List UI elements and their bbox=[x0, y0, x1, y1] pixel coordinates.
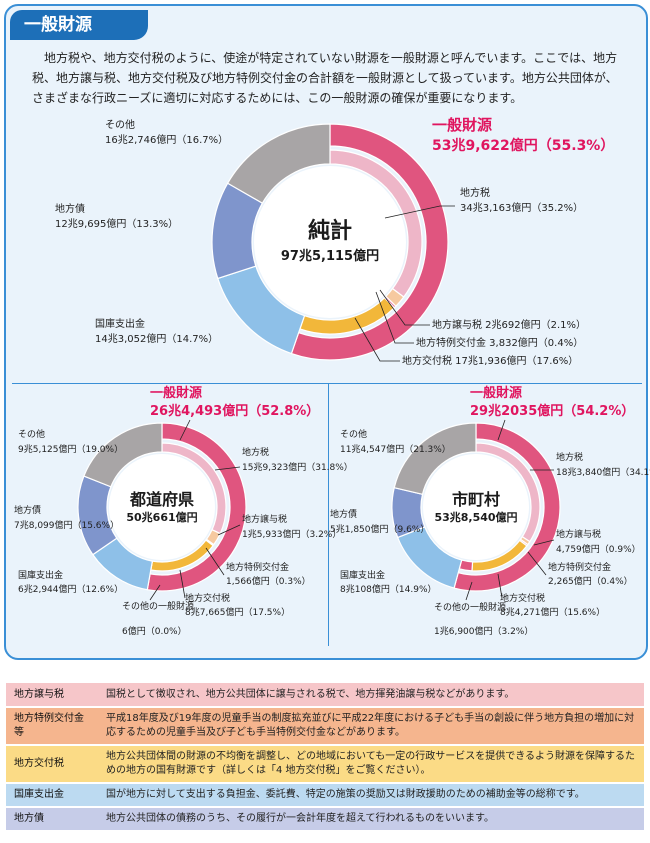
slice-value: 4,759億円（0.9%） bbox=[556, 543, 641, 555]
leader-line bbox=[214, 466, 241, 471]
definition-term: 地方債 bbox=[6, 807, 98, 832]
slice-label: その他 bbox=[18, 428, 45, 440]
slice-label: 地方債 bbox=[14, 504, 41, 516]
slice-label: 地方債 bbox=[55, 202, 85, 215]
definition-row: 地方特例交付金等 平成18年度及び19年度の児童手当の制度拡充並びに平成22年度に… bbox=[6, 707, 644, 746]
leader-line bbox=[149, 584, 161, 601]
slice-label: 国庫支出金 bbox=[340, 569, 385, 581]
leader-line bbox=[179, 569, 186, 599]
slice-label: 地方特例交付金 bbox=[548, 561, 611, 573]
leader-line bbox=[205, 547, 225, 576]
slice-value: 18兆3,840億円（34.1%） bbox=[556, 466, 650, 478]
slice-6 bbox=[226, 123, 331, 204]
definition-desc: 地方公共団体の債務のうち、その履行が一会計年度を超えて行われるものをいいます。 bbox=[98, 807, 644, 832]
slice-7 bbox=[393, 422, 477, 496]
definition-row: 地方譲与税 国税として徴収され、地方公共団体に譲与される税で、地方揮発油譲与税など… bbox=[6, 683, 644, 708]
slice-value: 16兆2,746億円（16.7%） bbox=[105, 133, 228, 146]
leader-line bbox=[527, 551, 547, 576]
leader-line bbox=[533, 539, 555, 546]
slice-label: その他 bbox=[340, 428, 367, 440]
donut-center bbox=[423, 454, 529, 560]
leader-line bbox=[497, 573, 503, 599]
slice-label: 地方譲与税 bbox=[556, 528, 601, 540]
definition-term: 地方譲与税 bbox=[6, 683, 98, 708]
definition-row: 地方交付税 地方公共団体間の財源の不均衡を調整し、どの地域においても一定の行政サー… bbox=[6, 745, 644, 784]
donut-center bbox=[254, 166, 406, 318]
intro-text: 地方税や、地方交付税のように、使途が特定されていない財源を一般財源と呼んでいます… bbox=[32, 51, 618, 105]
slice-label: 国庫支出金 bbox=[95, 317, 145, 330]
definition-term: 地方特例交付金等 bbox=[6, 707, 98, 746]
leader-line bbox=[179, 419, 191, 441]
slice-value: 11兆4,547億円（21.3%） bbox=[340, 443, 451, 455]
leader-line bbox=[384, 205, 455, 219]
slice-value: 2,265億円（0.4%） bbox=[548, 575, 633, 587]
center-label: 純計 bbox=[308, 218, 352, 244]
donut-center bbox=[109, 454, 215, 560]
slice-value: 5兆1,850億円（9.6%） bbox=[330, 523, 429, 535]
slice-label: 地方譲与税 bbox=[242, 513, 287, 525]
center-label: 市町村 bbox=[452, 490, 500, 509]
slice-value: 8兆108億円（14.9%） bbox=[340, 583, 437, 595]
slice-label: その他の一般財源 bbox=[434, 601, 506, 613]
general-revenue-band bbox=[290, 123, 449, 361]
slice-label: 国庫支出金 bbox=[18, 569, 63, 581]
slice-label: 地方税 bbox=[242, 446, 269, 458]
slice-value: 8兆7,665億円（17.5%） bbox=[185, 606, 290, 618]
slice-value: 15兆9,323億円（31.8%） bbox=[242, 461, 353, 473]
divider-vertical bbox=[328, 384, 329, 646]
slice-label: 地方特例交付金 bbox=[226, 561, 289, 573]
leader-line bbox=[465, 581, 473, 601]
definition-desc: 国が地方に対して支出する負担金、委託費、特定の施策の奨励又は財政援助のための補助… bbox=[98, 783, 644, 808]
slice-value: 6億円（0.0%） bbox=[122, 625, 187, 637]
leader-line bbox=[497, 419, 506, 441]
group-label: 一般財源 bbox=[150, 385, 202, 401]
definition-term: 地方交付税 bbox=[6, 745, 98, 784]
slice-value: 1兆5,933億円（3.2%） bbox=[242, 528, 341, 540]
group-value: 53兆9,622億円（55.3%） bbox=[432, 137, 614, 154]
definition-desc: 平成18年度及び19年度の児童手当の制度拡充並びに平成22年度における子ども手当… bbox=[98, 707, 644, 746]
section-title: 一般財源 bbox=[10, 10, 148, 40]
slice-label: その他の一般財源 bbox=[122, 600, 194, 612]
slice-label: 地方特例交付金 3,832億円（0.4%） bbox=[416, 336, 583, 349]
divider-horizontal bbox=[12, 383, 642, 384]
definition-row: 国庫支出金 国が地方に対して支出する負担金、委託費、特定の施策の奨励又は財政援助の… bbox=[6, 783, 644, 808]
center-value: 97兆5,115億円 bbox=[281, 248, 379, 264]
slice-7 bbox=[83, 422, 163, 488]
slice-label: 地方債 bbox=[330, 508, 357, 520]
center-value: 53兆8,540億円 bbox=[434, 510, 517, 524]
slice-value: 6兆2,944億円（12.6%） bbox=[18, 583, 123, 595]
slice-value: 34兆3,163億円（35.2%） bbox=[460, 201, 583, 214]
leader-line bbox=[375, 291, 414, 344]
leader-line bbox=[217, 524, 241, 536]
slice-value: 14兆3,052億円（14.7%） bbox=[95, 332, 218, 345]
slice-label: 地方交付税 bbox=[185, 592, 230, 604]
group-value: 29兆2035億円（54.2%） bbox=[470, 403, 634, 419]
slice-value: 7兆8,099億円（15.6%） bbox=[14, 519, 119, 531]
slice-label: 地方税 bbox=[460, 186, 490, 199]
definition-desc: 国税として徴収され、地方公共団体に譲与される税で、地方揮発油譲与税などがあります… bbox=[98, 683, 644, 708]
center-label: 都道府県 bbox=[129, 490, 194, 509]
slice-label: 地方税 bbox=[556, 451, 583, 463]
slice-label: その他 bbox=[105, 118, 135, 131]
slice-value: 8兆4,271億円（15.6%） bbox=[500, 606, 605, 618]
slice-value: 12兆9,695億円（13.3%） bbox=[55, 217, 178, 230]
definition-term: 国庫支出金 bbox=[6, 783, 98, 808]
group-value: 26兆4,493億円（52.8%） bbox=[150, 403, 319, 419]
definitions-table: 地方譲与税 国税として徴収され、地方公共団体に譲与される税で、地方揮発油譲与税など… bbox=[6, 683, 644, 832]
definition-desc: 地方公共団体間の財源の不均衡を調整し、どの地域においても一定の行政サービスを提供… bbox=[98, 745, 644, 784]
group-label: 一般財源 bbox=[432, 116, 492, 134]
slice-label: 地方交付税 17兆1,936億円（17.6%） bbox=[402, 354, 578, 367]
group-label: 一般財源 bbox=[470, 385, 522, 401]
slice-value: 1,566億円（0.3%） bbox=[226, 575, 311, 587]
slice-label: 地方交付税 bbox=[500, 592, 545, 604]
slice-value: 1兆6,900億円（3.2%） bbox=[434, 625, 533, 637]
leader-line bbox=[354, 317, 400, 362]
leader-line bbox=[379, 289, 430, 326]
definition-row: 地方債 地方公共団体の債務のうち、その履行が一会計年度を超えて行われるものをいいま… bbox=[6, 807, 644, 832]
center-value: 50兆661億円 bbox=[126, 510, 197, 524]
slice-label: 地方譲与税 2兆692億円（2.1%） bbox=[432, 318, 586, 331]
slice-value: 9兆5,125億円（19.0%） bbox=[18, 443, 123, 455]
